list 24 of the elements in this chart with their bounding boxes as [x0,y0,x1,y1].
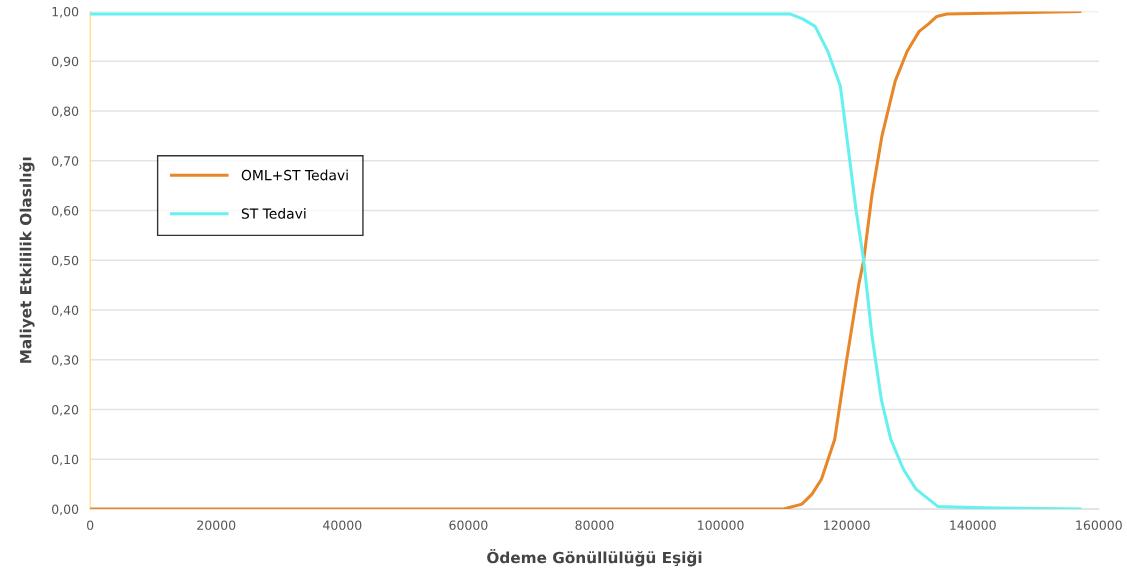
y-tick-label: 0,90 [52,56,79,68]
legend-label: ST Tedavi [241,208,306,219]
legend-label: OML+ST Tedavi [241,169,348,181]
x-tick-label: 160000 [1076,520,1122,530]
x-tick-label: 20000 [197,520,236,530]
x-tick-label: 0 [87,520,94,530]
y-tick-label: 0,10 [52,454,79,466]
x-tick-label: 120000 [824,520,870,530]
x-tick-label: 60000 [449,520,488,530]
y-axis-title: Maliyet Etkililik Olasılığı [19,157,35,363]
y-tick-label: 1,00 [52,6,79,18]
x-tick-label: 140000 [950,520,996,530]
y-tick-label: 0,80 [52,106,79,118]
y-tick-label: 0,00 [52,504,79,516]
y-tick-label: 0,50 [52,255,79,267]
y-tick-label: 0,70 [52,156,79,167]
y-tick-label: 0,20 [52,405,79,416]
x-axis-title: Ödeme Gönüllülüğü Eşiği [487,548,702,567]
x-tick-label: 40000 [323,520,362,530]
x-tick-label: 80000 [575,520,614,530]
y-tick-label: 0,60 [52,205,79,217]
y-tick-label: 0,40 [52,305,79,317]
y-tick-label: 0,30 [52,355,79,366]
x-tick-label: 100000 [698,520,744,530]
